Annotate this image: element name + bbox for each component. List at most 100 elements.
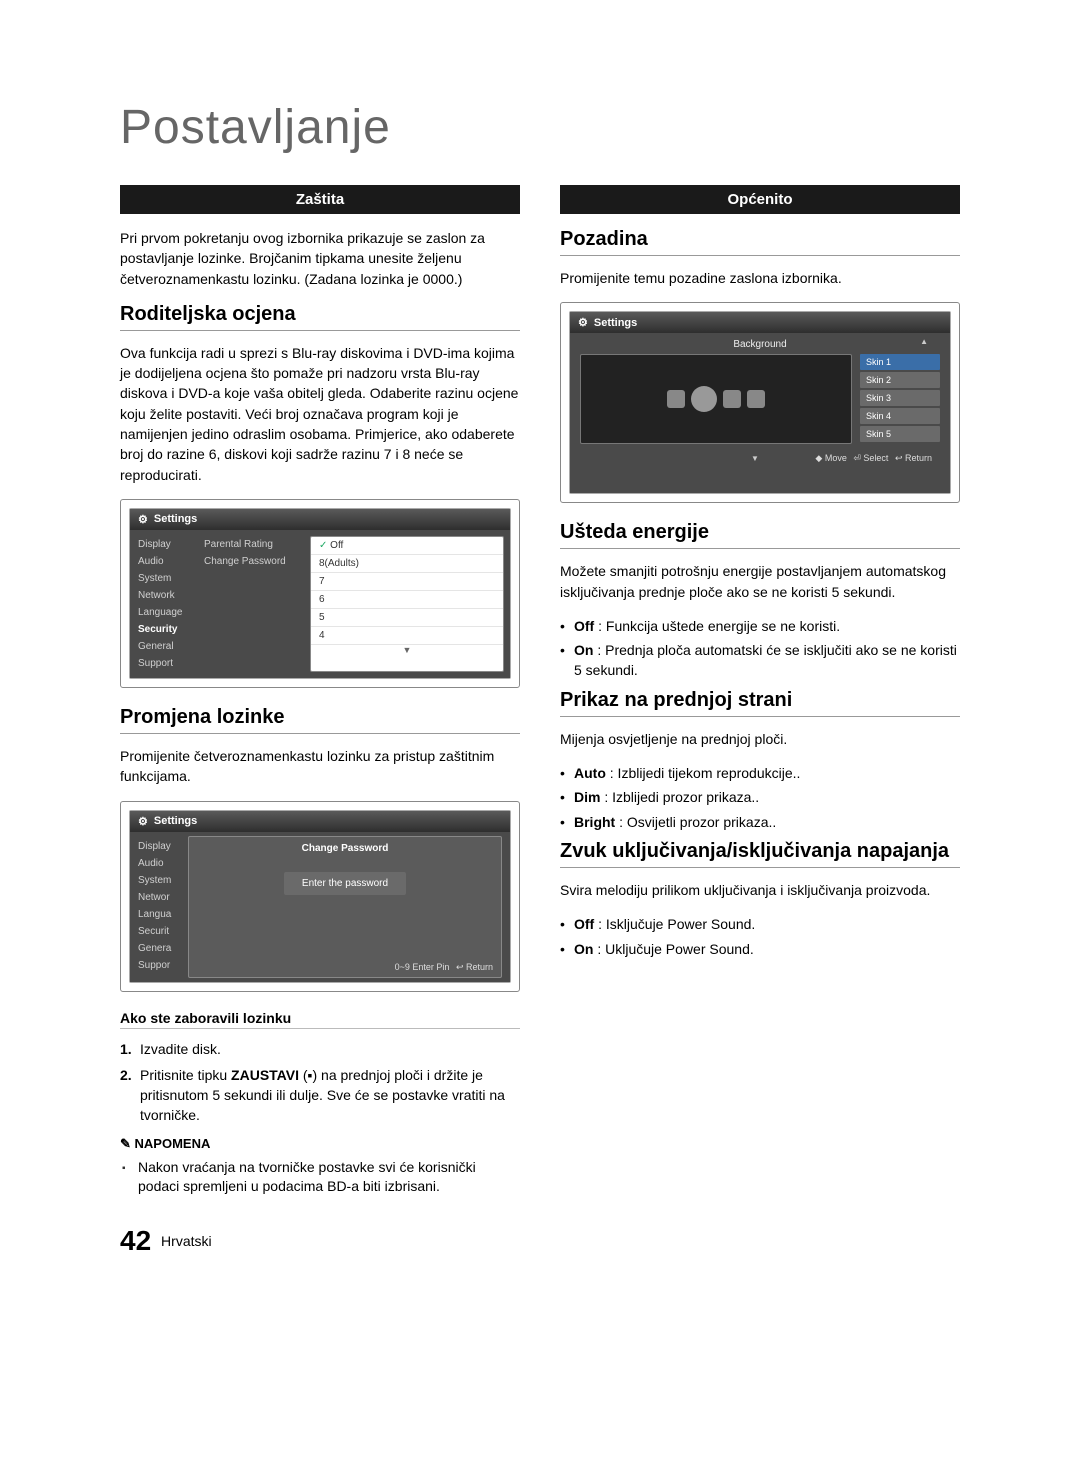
skin-option[interactable]: Skin 3 [860,390,940,406]
energy-saving-text: Možete smanjiti potrošnju energije posta… [560,561,960,602]
nav-item[interactable]: Genera [130,940,190,957]
skin-option[interactable]: Skin 5 [860,426,940,442]
rating-option[interactable]: 6 [311,591,503,609]
item-text: : Prednja ploča automatski će se isključ… [574,642,957,678]
rating-option[interactable]: 4 [311,627,503,645]
settings-titlebar: ⚙ Settings [130,811,510,832]
energy-saving-bullets: Off : Funkcija uštede energije se ne kor… [560,616,960,681]
skin-option[interactable]: Skin 2 [860,372,940,388]
thumb-icon [667,390,685,408]
page-language: Hrvatski [161,1233,212,1249]
nav-item[interactable]: Display [130,838,190,855]
intro-paragraph: Pri prvom pokretanju ovog izbornika prik… [120,228,520,289]
forgot-password-heading: Ako ste zaboravili lozinku [120,1010,520,1026]
section-rule [560,716,960,717]
sub-rule [120,1028,520,1029]
password-dialog: Change Password Enter the password 0~9 E… [188,836,502,978]
nav-item[interactable]: Security [130,621,200,638]
section-rule [560,867,960,868]
list-item: On : Prednja ploča automatski će se iskl… [574,640,960,681]
dialog-title: Change Password [302,843,389,854]
nav-item[interactable]: Audio [130,855,190,872]
step-number: 1. [120,1039,132,1059]
nav-item[interactable]: Network [130,587,200,604]
settings-mid: Parental Rating Change Password [200,530,310,678]
skin-option[interactable]: Skin 4 [860,408,940,424]
item-bold: Off [574,618,594,634]
gear-icon: ⚙ [578,316,588,329]
nav-item[interactable]: Networ [130,889,190,906]
left-column: Zaštita Pri prvom pokretanju ovog izborn… [120,185,520,1201]
settings-mock-parental: ⚙ Settings Display Audio System Network … [120,499,520,688]
section-rule [120,330,520,331]
power-sound-heading: Zvuk uključivanja/isključivanja napajanj… [560,840,960,863]
nav-item[interactable]: Support [130,655,200,672]
section-rule [560,548,960,549]
parental-rating-heading: Roditeljska ocjena [120,303,520,326]
mid-item[interactable]: Change Password [200,553,310,570]
list-item: Off : Isključuje Power Sound. [574,914,960,934]
thumb-icon [691,386,717,412]
footer-hint: ◆ Move [815,453,846,463]
front-display-heading: Prikaz na prednjoj strani [560,689,960,712]
step-text: Pritisnite tipku [140,1067,231,1083]
nav-item[interactable]: Audio [130,553,200,570]
nav-item[interactable]: General [130,638,200,655]
step-item: 1. Izvadite disk. [120,1039,520,1059]
left-bar-header: Zaštita [120,185,520,214]
rating-option[interactable]: 8(Adults) [311,555,503,573]
right-bar-header: Općenito [560,185,960,214]
footer-hint: ↩ Return [456,962,493,972]
rating-option-list: Off 8(Adults) 7 6 5 4 ▼ [310,536,504,672]
front-display-text: Mijenja osvjetljenje na prednjoj ploči. [560,729,960,749]
footer-hint: ↩ Return [895,453,932,463]
list-item: Auto : Izblijedi tijekom reprodukcije.. [574,763,960,783]
step-text: Izvadite disk. [140,1041,221,1057]
item-bold: Auto [574,765,606,781]
mid-item[interactable]: Parental Rating [200,536,310,553]
change-password-text: Promijenite četveroznamenkastu lozinku z… [120,746,520,787]
nav-item[interactable]: Display [130,536,200,553]
settings-mock-skins: ⚙ Settings Background ▲ [560,302,960,503]
settings-titlebar: ⚙ Settings [570,312,950,333]
footer-hint: ⏎ Select [853,453,888,463]
list-item: Dim : Izblijedi prozor prikaza.. [574,787,960,807]
background-heading: Pozadina [560,228,960,251]
page-footer: 42 Hrvatski [120,1225,960,1257]
nav-item[interactable]: System [130,872,190,889]
stop-icon: (▪) [299,1067,321,1083]
chevron-up-icon: ▲ [920,337,928,346]
skin-option[interactable]: Skin 1 [860,354,940,370]
skin-preview [580,354,852,444]
section-rule [560,255,960,256]
item-bold: Off [574,916,594,932]
rating-option[interactable]: 5 [311,609,503,627]
change-password-heading: Promjena lozinke [120,706,520,729]
item-bold: On [574,642,593,658]
settings-titlebar: ⚙ Settings [130,509,510,530]
item-text: : Isključuje Power Sound. [594,916,755,932]
settings-nav: Display Audio System Network Language Se… [130,530,200,678]
nav-item[interactable]: Securit [130,923,190,940]
background-text: Promijenite temu pozadine zaslona izborn… [560,268,960,288]
parental-rating-text: Ova funkcija radi u sprezi s Blu-ray dis… [120,343,520,485]
settings-nav: Display Audio System Networ Langua Secur… [130,832,190,982]
item-text: : Izblijedi tijekom reprodukcije.. [606,765,801,781]
item-text: : Funkcija uštede energije se ne koristi… [594,618,840,634]
rating-option[interactable]: Off [311,537,503,555]
note-item: Nakon vraćanja na tvorničke postavke svi… [138,1158,520,1197]
chevron-down-icon: ▼ [751,454,759,463]
rating-option[interactable]: 7 [311,573,503,591]
content-columns: Zaštita Pri prvom pokretanju ovog izborn… [120,185,960,1201]
nav-item[interactable]: System [130,570,200,587]
thumb-icon [723,390,741,408]
page-title: Postavljanje [120,100,960,155]
power-sound-text: Svira melodiju prilikom uključivanja i i… [560,880,960,900]
nav-item[interactable]: Langua [130,906,190,923]
settings-mock-password: ⚙ Settings Display Audio System Networ L… [120,801,520,992]
page-number: 42 [120,1225,151,1256]
nav-item[interactable]: Language [130,604,200,621]
dialog-message: Enter the password [284,872,406,895]
item-bold: On [574,941,593,957]
nav-item[interactable]: Suppor [130,957,190,974]
